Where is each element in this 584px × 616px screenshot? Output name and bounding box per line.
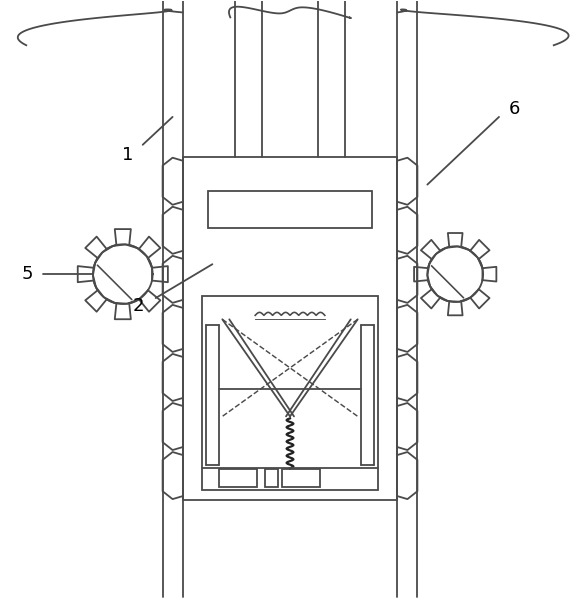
Text: 6: 6 <box>508 100 520 118</box>
Bar <box>203 296 378 490</box>
Bar <box>183 156 398 500</box>
Text: 5: 5 <box>22 265 33 283</box>
Text: 1: 1 <box>122 146 134 164</box>
Bar <box>220 469 257 487</box>
Text: 2: 2 <box>133 297 144 315</box>
Bar <box>282 469 320 487</box>
Bar <box>208 190 371 229</box>
Bar <box>265 469 279 487</box>
